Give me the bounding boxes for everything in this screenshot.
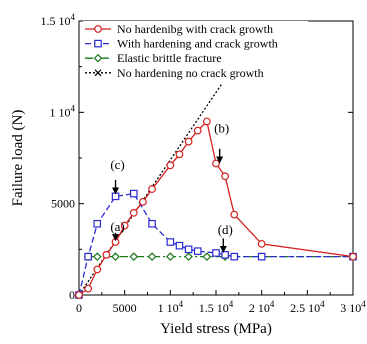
data-point-square [257, 252, 266, 261]
data-point-circle [193, 126, 202, 135]
data-point-circle [166, 161, 175, 170]
annotation: (a) [110, 219, 125, 242]
data-point-circle [93, 265, 102, 274]
data-point-square [184, 245, 193, 254]
data-point-circle [148, 185, 156, 193]
annotation: (c) [110, 157, 125, 195]
data-point-square [148, 219, 156, 228]
x-tick-label: 5000 [113, 301, 137, 315]
x-tick-label: 3 104 [340, 299, 366, 315]
x-tick-label: 2.5 104 [290, 299, 325, 315]
data-point-circle [139, 197, 147, 206]
data-point-circle [257, 239, 266, 248]
legend-entry: Elastic brittle fracture [85, 51, 222, 65]
legend-entry: With hardening and crack growth [85, 37, 278, 51]
annotation-label: (a) [110, 219, 124, 234]
annotation-arrow-head [112, 234, 120, 242]
legend-entry: No hardenibg with crack growth [85, 22, 273, 36]
data-point-square [166, 238, 175, 246]
data-point-square [84, 252, 92, 261]
data-point-square [93, 219, 102, 228]
data-point-circle [84, 284, 93, 293]
data-point-diamond [93, 53, 103, 63]
data-point-circle [175, 150, 184, 159]
data-point-diamond [184, 252, 193, 261]
data-point-circle [221, 172, 230, 181]
annotation-arrow-head [219, 245, 227, 253]
data-point-circle [349, 252, 357, 261]
legend-label: No hardening no crack growth [117, 66, 264, 80]
x-tick-label: 2 104 [249, 299, 275, 315]
data-point-diamond [165, 252, 175, 261]
data-point-circle [129, 208, 138, 217]
legend-box [83, 21, 308, 84]
data-point-square [130, 189, 138, 198]
data-point-diamond [147, 252, 157, 261]
data-point-diamond [92, 252, 102, 261]
annotation: (d) [218, 222, 233, 253]
series-line [78, 192, 353, 296]
annotation-label: (b) [214, 120, 229, 135]
series-line [78, 120, 354, 296]
legend-label: No hardenibg with crack growth [117, 22, 273, 36]
legend-label: Elastic brittle fracture [117, 51, 222, 65]
data-point-square [175, 241, 184, 250]
data-point-circle [75, 291, 83, 299]
x-tick-label: 0 [76, 301, 82, 315]
data-point-circle [202, 117, 211, 126]
y-axis-title: Failure load (N) [10, 110, 26, 207]
x-axis-title: Yield stress (MPa) [160, 321, 272, 337]
legend-entry: No hardening no crack growth [85, 66, 264, 80]
data-point-x [94, 69, 102, 77]
x-tick-label: 1 104 [158, 299, 184, 315]
data-point-square [221, 251, 229, 259]
y-tick-label: 0 [69, 288, 75, 302]
data-point-circle [102, 250, 111, 259]
data-point-diamond [202, 252, 212, 261]
data-point-diamond [111, 252, 120, 261]
annotation-label: (d) [218, 222, 233, 237]
data-point-square [193, 247, 202, 255]
annotation-label: (c) [110, 157, 124, 172]
annotation: (b) [214, 120, 229, 164]
data-point-square [94, 39, 102, 48]
data-point-circle [120, 221, 129, 230]
data-point-circle [230, 210, 239, 219]
data-point-circle [94, 25, 102, 33]
y-tick-label: 5000 [51, 197, 75, 211]
series-3 [75, 68, 234, 299]
y-tick-label: 1.5 104 [41, 12, 76, 28]
annotation-arrow-head [216, 156, 224, 164]
legend-label: With hardening and crack growth [117, 37, 278, 51]
data-point-circle [184, 137, 193, 146]
data-point-diamond [129, 252, 139, 261]
series-0 [75, 117, 357, 299]
x-tick-label: 1.5 104 [199, 299, 234, 315]
annotation-arrow-head [112, 187, 120, 195]
data-point-square [212, 249, 220, 257]
data-point-circle [212, 159, 220, 168]
data-point-square [230, 252, 239, 261]
y-tick-label: 1 104 [50, 103, 76, 119]
